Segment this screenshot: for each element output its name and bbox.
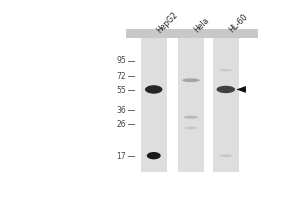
Ellipse shape bbox=[219, 69, 233, 72]
Bar bbox=[126, 29, 258, 38]
Text: 36: 36 bbox=[116, 106, 126, 115]
Ellipse shape bbox=[182, 78, 200, 82]
Text: 95: 95 bbox=[116, 56, 126, 65]
Ellipse shape bbox=[184, 127, 197, 129]
Polygon shape bbox=[236, 86, 246, 93]
Text: 17: 17 bbox=[116, 152, 126, 161]
Bar bbox=[213, 38, 239, 172]
Text: 26: 26 bbox=[116, 120, 126, 129]
Text: HepG2: HepG2 bbox=[155, 10, 180, 35]
Ellipse shape bbox=[147, 152, 161, 159]
Bar bbox=[141, 38, 167, 172]
Ellipse shape bbox=[217, 86, 235, 93]
Ellipse shape bbox=[145, 85, 163, 94]
Ellipse shape bbox=[184, 116, 198, 119]
Bar bbox=[178, 38, 204, 172]
Text: HL-60: HL-60 bbox=[227, 13, 249, 35]
Text: 55: 55 bbox=[116, 86, 126, 95]
Text: Hela: Hela bbox=[192, 16, 211, 35]
Text: 72: 72 bbox=[116, 72, 126, 81]
Ellipse shape bbox=[219, 154, 232, 157]
